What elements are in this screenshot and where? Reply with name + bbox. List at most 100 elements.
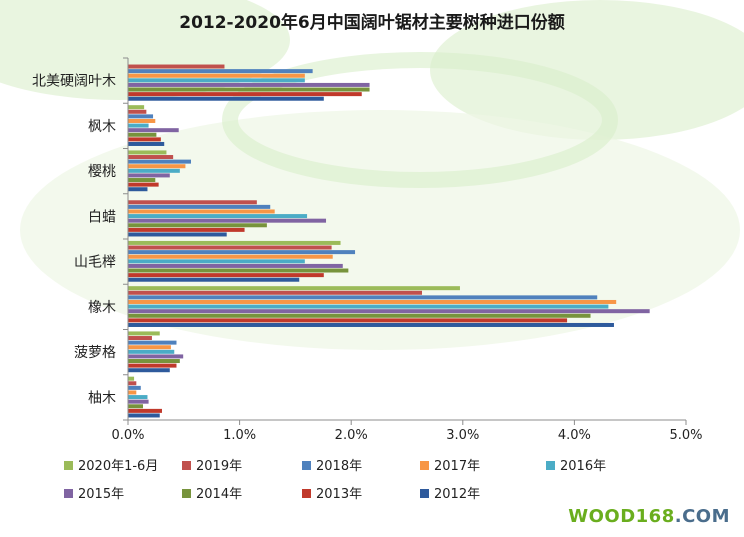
bar xyxy=(128,155,174,160)
category-label: 菠萝格 xyxy=(74,345,116,361)
bar xyxy=(128,354,184,359)
bar xyxy=(128,404,144,409)
category-label: 柚木 xyxy=(88,390,116,406)
bar xyxy=(128,408,162,413)
bar xyxy=(128,376,135,381)
bar xyxy=(128,395,148,400)
legend-label: 2017年 xyxy=(434,459,480,474)
bar xyxy=(128,295,598,300)
bar xyxy=(128,286,460,291)
bar xyxy=(128,218,327,223)
bar xyxy=(128,336,152,341)
bar xyxy=(128,69,313,74)
bar xyxy=(128,390,137,395)
legend-label: 2012年 xyxy=(434,487,480,502)
x-tick-label: 2.0% xyxy=(335,428,368,443)
bar xyxy=(128,182,159,187)
bar xyxy=(128,313,591,318)
bar xyxy=(128,92,362,97)
x-tick-label: 4.0% xyxy=(558,428,591,443)
bar xyxy=(128,277,300,282)
bar xyxy=(128,82,370,87)
category-label: 白蜡 xyxy=(88,209,116,225)
bar xyxy=(128,187,148,192)
bar xyxy=(128,322,614,327)
legend-label: 2019年 xyxy=(196,459,242,474)
legend-swatch xyxy=(420,461,429,470)
legend-swatch xyxy=(546,461,555,470)
bar xyxy=(128,168,180,173)
bar xyxy=(128,214,308,219)
bar xyxy=(128,331,160,336)
bar xyxy=(128,309,650,314)
bar xyxy=(128,254,333,259)
legend-label: 2016年 xyxy=(560,459,606,474)
bar xyxy=(128,78,305,83)
legend-label: 2020年1-6月 xyxy=(78,459,158,474)
legend-swatch xyxy=(182,489,191,498)
legend-swatch xyxy=(302,461,311,470)
bar xyxy=(128,164,186,169)
bar xyxy=(128,87,370,92)
legend-swatch xyxy=(302,489,311,498)
bar xyxy=(128,173,170,178)
bar xyxy=(128,263,343,268)
bar xyxy=(128,178,156,183)
bar xyxy=(128,299,617,304)
bar xyxy=(128,273,324,278)
legend-label: 2014年 xyxy=(196,487,242,502)
legend-label: 2018年 xyxy=(316,459,362,474)
bar xyxy=(128,232,227,237)
x-tick-label: 1.0% xyxy=(223,428,256,443)
category-label: 橡木 xyxy=(88,300,116,316)
bar xyxy=(128,105,145,110)
watermark-text-domain: .COM xyxy=(674,506,730,527)
bar xyxy=(128,128,179,133)
bar xyxy=(128,223,267,228)
bar xyxy=(128,73,305,78)
bar xyxy=(128,359,180,364)
bar xyxy=(128,150,167,155)
bar xyxy=(128,200,257,205)
bar xyxy=(128,137,161,142)
category-label: 北美硬阔叶木 xyxy=(32,74,116,90)
bar xyxy=(128,385,141,390)
legend-swatch xyxy=(64,489,73,498)
bar xyxy=(128,209,275,214)
bar xyxy=(128,368,170,373)
bar xyxy=(128,240,341,245)
category-label: 樱桃 xyxy=(88,163,116,180)
bar xyxy=(128,227,245,232)
bar xyxy=(128,96,324,101)
legend-swatch xyxy=(64,461,73,470)
bar xyxy=(128,381,137,386)
bar xyxy=(128,290,423,295)
category-label: 枫木 xyxy=(88,119,116,135)
bar xyxy=(128,304,609,309)
x-tick-label: 0.0% xyxy=(111,428,144,443)
bar xyxy=(128,363,177,368)
bar xyxy=(128,109,147,114)
bar xyxy=(128,64,225,69)
bar xyxy=(128,413,160,418)
bar xyxy=(128,123,149,128)
legend-label: 2013年 xyxy=(316,487,362,502)
bar xyxy=(128,141,165,146)
bar xyxy=(128,349,175,354)
bar xyxy=(128,340,177,345)
bar xyxy=(128,114,154,119)
x-tick-label: 3.0% xyxy=(446,428,479,443)
bar xyxy=(128,250,356,255)
legend-swatch xyxy=(182,461,191,470)
bar xyxy=(128,259,305,264)
bar xyxy=(128,118,156,123)
x-tick-label: 5.0% xyxy=(669,428,702,443)
bar xyxy=(128,132,157,137)
watermark-text-main: WOOD168 xyxy=(568,506,675,527)
legend-label: 2015年 xyxy=(78,487,124,502)
bar xyxy=(128,159,191,164)
bar xyxy=(128,204,271,209)
bar xyxy=(128,245,332,250)
bar xyxy=(128,345,171,350)
